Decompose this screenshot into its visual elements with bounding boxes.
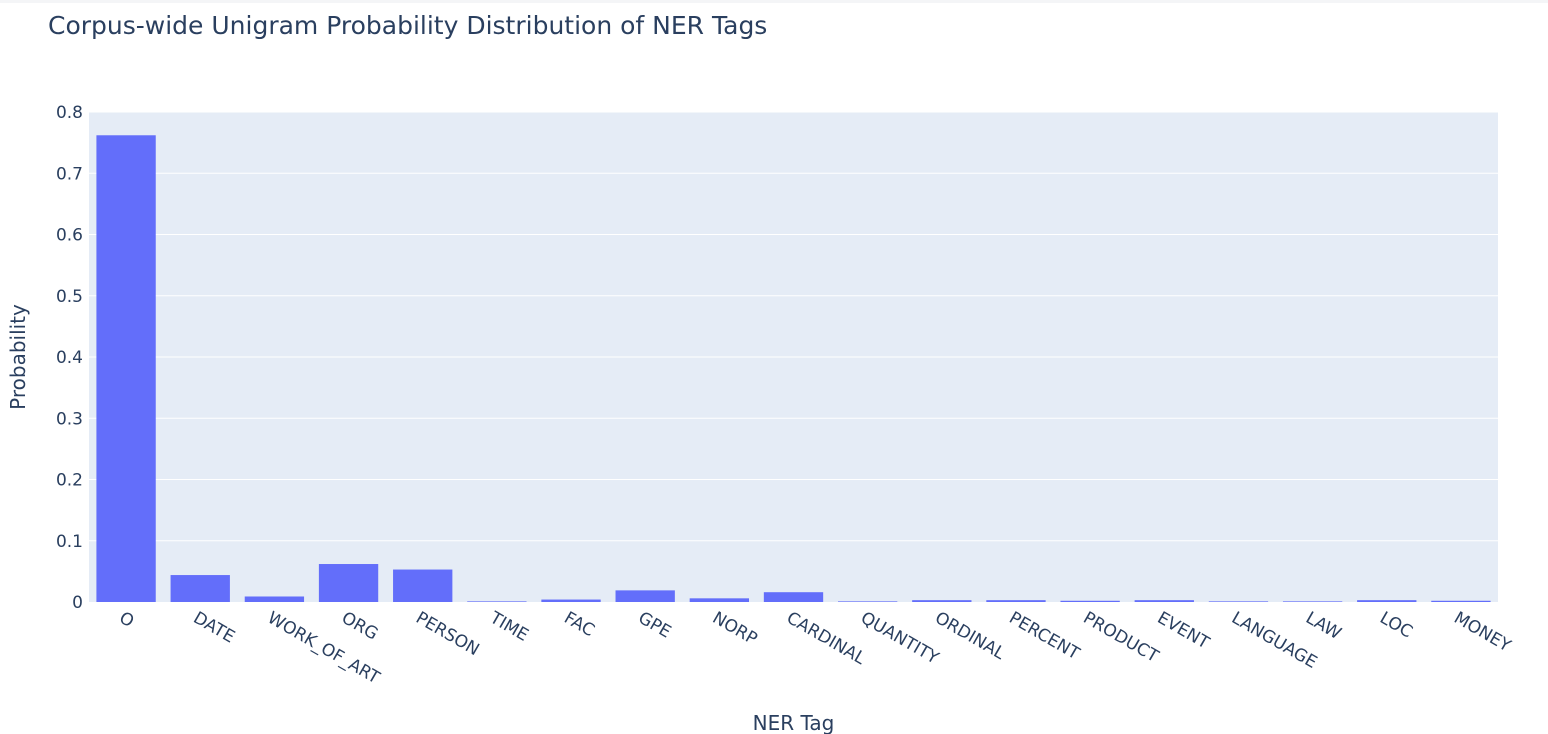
bar-o[interactable] bbox=[96, 135, 156, 602]
bar-event[interactable] bbox=[1134, 600, 1194, 602]
top-strip bbox=[0, 0, 1548, 3]
bar-percent[interactable] bbox=[986, 600, 1046, 602]
y-axis-title: Probability bbox=[6, 304, 30, 410]
x-tick-label: NORP bbox=[709, 608, 761, 649]
y-tick-label: 0.1 bbox=[56, 532, 83, 552]
y-tick-label: 0.4 bbox=[56, 348, 83, 368]
bar-date[interactable] bbox=[170, 575, 230, 602]
bar-person[interactable] bbox=[393, 569, 453, 602]
y-axis-ticks: 0 0.1 0.2 0.3 0.4 0.5 0.6 0.7 0.8 bbox=[56, 103, 83, 613]
x-tick-label: ORG bbox=[338, 608, 381, 645]
x-tick-label: GPE bbox=[635, 608, 675, 642]
y-tick-label: 0.2 bbox=[56, 471, 83, 491]
x-tick-label: O bbox=[116, 608, 138, 632]
bars bbox=[96, 135, 1491, 602]
bar-product[interactable] bbox=[1060, 600, 1120, 602]
bar-loc[interactable] bbox=[1357, 600, 1417, 602]
x-tick-label: TIME bbox=[486, 608, 532, 646]
x-tick-label: QUANTITY bbox=[857, 608, 942, 669]
bar-org[interactable] bbox=[318, 564, 379, 602]
y-tick-label: 0.5 bbox=[56, 287, 83, 307]
x-tick-label: ORDINAL bbox=[931, 608, 1008, 664]
x-tick-label: PRODUCT bbox=[1080, 608, 1163, 667]
y-tick-label: 0.6 bbox=[56, 226, 83, 246]
x-tick-label: LOC bbox=[1376, 608, 1416, 642]
bar-gpe[interactable] bbox=[615, 590, 675, 602]
chart-title: Corpus-wide Unigram Probability Distribu… bbox=[48, 11, 768, 40]
x-tick-label: DATE bbox=[190, 608, 238, 647]
y-tick-label: 0.3 bbox=[56, 409, 83, 429]
bar-cardinal[interactable] bbox=[763, 592, 824, 602]
x-tick-label: LAW bbox=[1302, 608, 1345, 644]
bar-time[interactable] bbox=[467, 601, 527, 602]
x-tick-label: MONEY bbox=[1450, 608, 1514, 657]
x-tick-label: CARDINAL bbox=[783, 608, 869, 669]
bar-quantity[interactable] bbox=[837, 601, 898, 602]
x-tick-label: PERSON bbox=[412, 608, 482, 660]
bar-work-of-art[interactable] bbox=[244, 596, 305, 602]
x-tick-label: PERCENT bbox=[1005, 608, 1083, 664]
bar-norp[interactable] bbox=[689, 598, 750, 602]
bar-language[interactable] bbox=[1208, 601, 1269, 602]
bar-money[interactable] bbox=[1431, 600, 1491, 602]
y-tick-label: 0.8 bbox=[56, 103, 83, 123]
x-tick-label: EVENT bbox=[1154, 608, 1213, 654]
x-tick-label: FAC bbox=[561, 608, 598, 641]
bar-ordinal[interactable] bbox=[912, 600, 972, 602]
gridlines bbox=[89, 111, 1498, 542]
y-tick-label: 0.7 bbox=[56, 164, 83, 184]
y-tick-label: 0 bbox=[72, 593, 83, 613]
x-axis-title: NER Tag bbox=[753, 711, 835, 734]
bar-law[interactable] bbox=[1282, 601, 1343, 602]
bar-fac[interactable] bbox=[541, 599, 601, 602]
